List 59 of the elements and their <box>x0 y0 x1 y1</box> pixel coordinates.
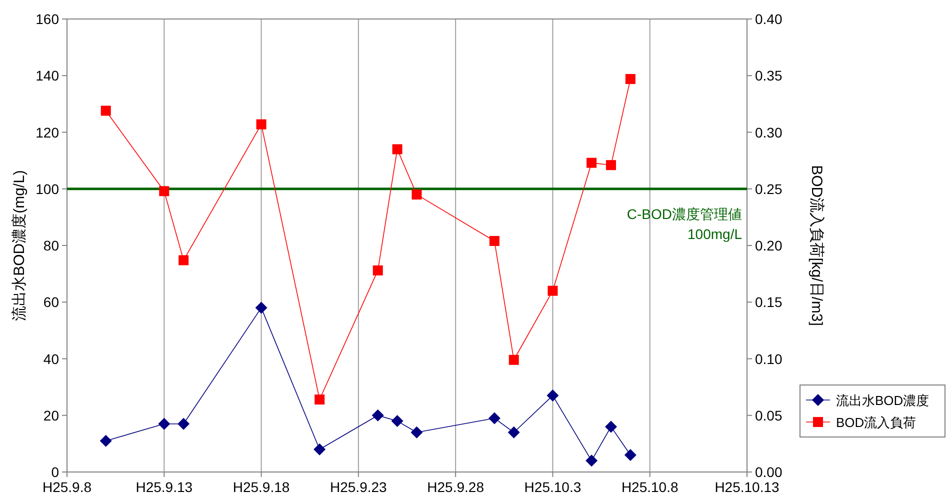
point <box>314 394 325 405</box>
x-tick-label: H25.9.23 <box>330 479 388 495</box>
x-tick-label: H25.9.8 <box>42 479 92 495</box>
point <box>489 236 500 246</box>
point <box>314 443 326 456</box>
point <box>410 426 423 438</box>
y-tick-label: 0 <box>51 464 60 480</box>
y-tick-label: 80 <box>43 238 60 254</box>
point <box>586 454 598 467</box>
y-tick-label: 20 <box>43 407 60 424</box>
point <box>508 354 519 365</box>
y2-tick-label: 0.30 <box>755 124 782 140</box>
point <box>158 418 170 430</box>
point <box>372 265 383 276</box>
point <box>625 74 636 84</box>
point <box>255 302 268 314</box>
y-tick-label: 140 <box>36 68 60 84</box>
point <box>391 415 404 428</box>
legend-label: BOD流入負荷 <box>836 415 916 430</box>
point <box>606 160 616 170</box>
y-tick-label: 120 <box>36 124 60 140</box>
point <box>256 119 266 130</box>
y2-tick-label: 0.40 <box>755 11 782 27</box>
x-tick-label: H25.9.13 <box>136 479 193 495</box>
point <box>178 418 190 430</box>
point <box>412 190 422 200</box>
x-tick-label: H25.9.18 <box>232 479 290 495</box>
point <box>372 409 384 422</box>
y-tick-label: 60 <box>43 294 60 310</box>
x-tick-label: H25.10.13 <box>714 479 780 495</box>
y2-tick-label: 0.20 <box>755 238 782 254</box>
x-tick-label: H25.9.28 <box>427 479 484 495</box>
x-tick-label: H25.10.3 <box>524 479 582 495</box>
y2-tick-label: 0.35 <box>755 68 782 84</box>
y-tick-label: 40 <box>43 350 60 367</box>
y2-tick-label: 0.00 <box>755 464 782 480</box>
y-tick-label: 100 <box>36 180 60 197</box>
point <box>548 286 558 296</box>
point <box>586 158 597 168</box>
point <box>624 449 636 462</box>
y-tick-label: 160 <box>36 11 60 27</box>
y2-axis-title: BOD流入負荷[kg/日/m3] <box>808 165 825 326</box>
point <box>178 255 189 266</box>
y2-tick-label: 0.25 <box>755 180 782 197</box>
ref-line-label: C-BOD濃度管理値 100mg/L <box>626 206 742 242</box>
point <box>546 390 559 402</box>
x-tick-label: H25.10.8 <box>621 479 678 495</box>
y2-tick-label: 0.10 <box>755 350 782 367</box>
y-axis-title: 流出水BOD濃度(mg/L) <box>11 170 28 321</box>
point <box>605 420 617 433</box>
legend-label: 流出水BOD濃度 <box>836 393 930 408</box>
point <box>159 186 170 196</box>
point <box>508 426 520 438</box>
point <box>100 106 111 116</box>
point <box>100 434 112 447</box>
point <box>392 144 402 154</box>
point <box>488 412 500 424</box>
y2-tick-label: 0.15 <box>755 294 782 310</box>
y2-tick-label: 0.05 <box>755 407 782 424</box>
